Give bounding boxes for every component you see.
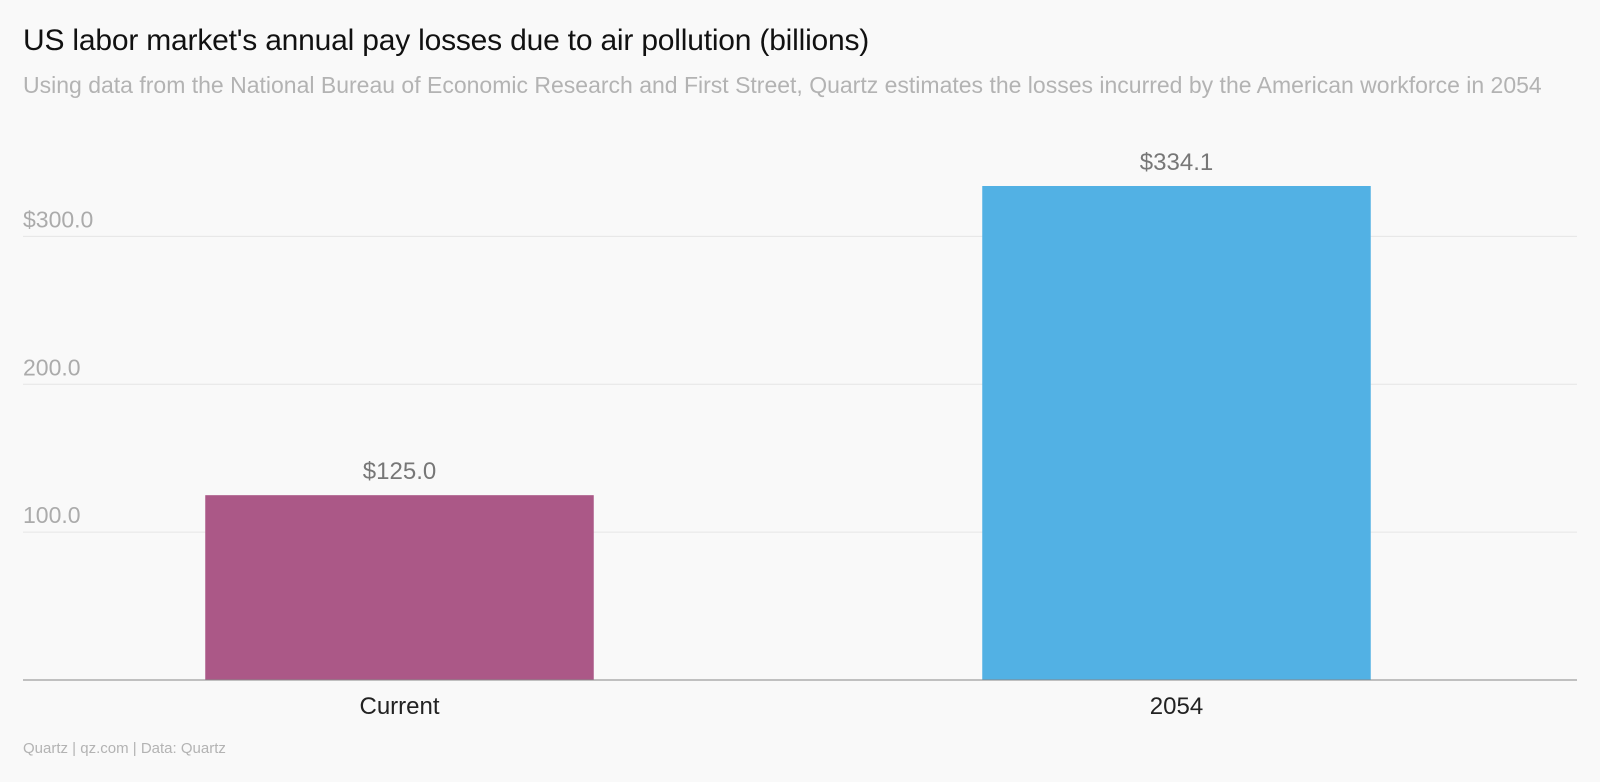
category-label: 2054 xyxy=(1150,693,1203,720)
value-label: $334.1 xyxy=(1140,149,1213,176)
y-tick-label: $300.0 xyxy=(23,206,93,232)
x-axis-category-labels: Current 2054 xyxy=(359,693,1203,720)
chart-subtitle: Using data from the National Bureau of E… xyxy=(23,72,1542,98)
y-axis-tick-labels: 100.0 200.0 $300.0 xyxy=(23,206,93,528)
y-tick-label: 200.0 xyxy=(23,354,81,380)
y-tick-label: 100.0 xyxy=(23,502,81,528)
bar-2054 xyxy=(982,186,1371,680)
category-label: Current xyxy=(359,693,439,720)
bar-current xyxy=(205,495,594,680)
source-footer: Quartz | qz.com | Data: Quartz xyxy=(23,740,226,757)
value-label: $125.0 xyxy=(363,458,436,485)
chart-title: US labor market's annual pay losses due … xyxy=(23,24,870,57)
bars xyxy=(205,186,1371,680)
value-labels: $125.0 $334.1 xyxy=(363,149,1213,485)
